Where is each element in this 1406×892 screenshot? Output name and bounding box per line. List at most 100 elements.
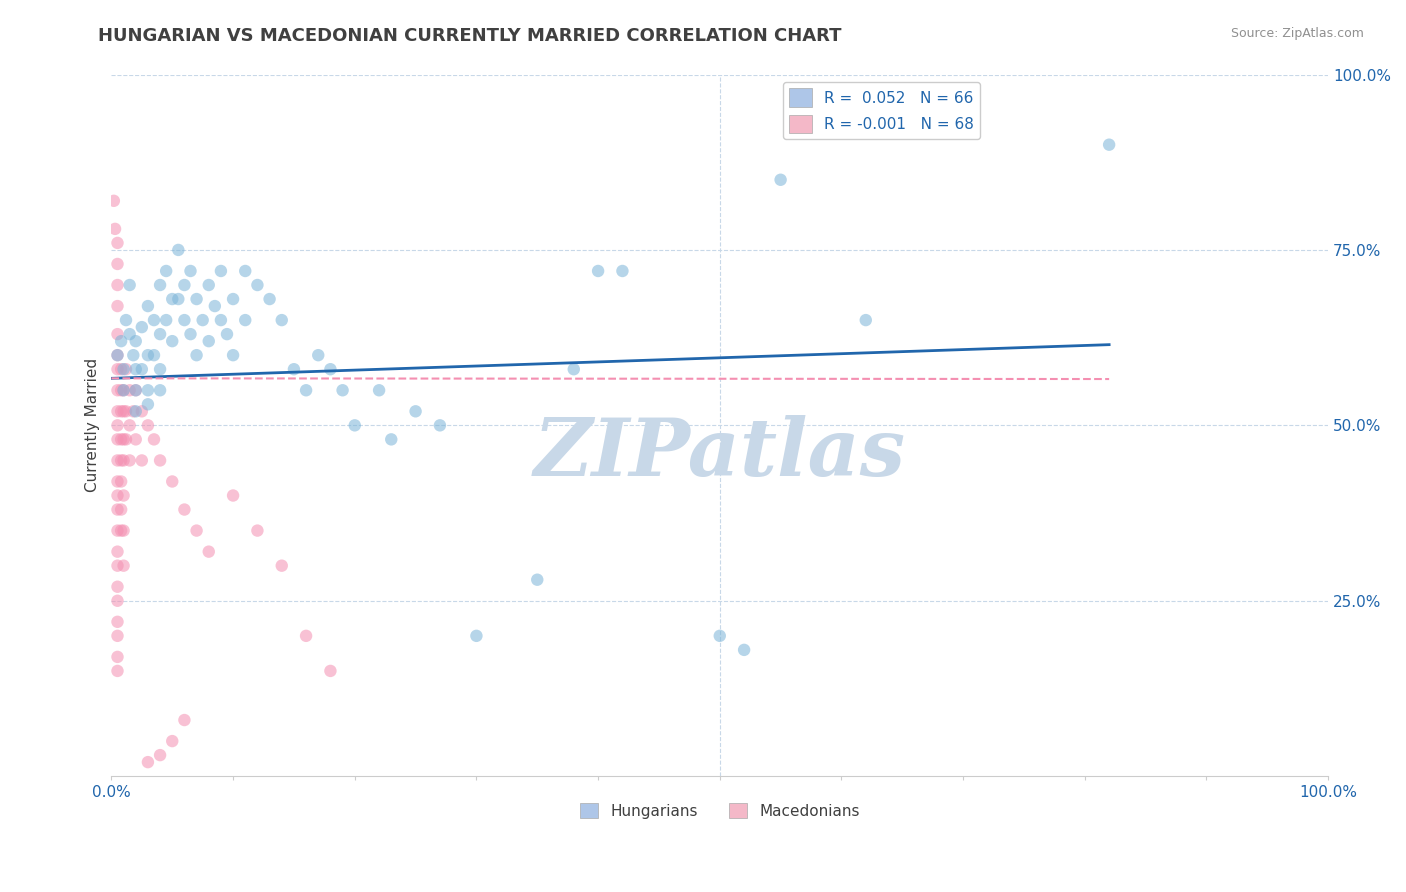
Point	[118, 453, 141, 467]
Point	[125, 334, 148, 348]
Point	[259, 292, 281, 306]
Point	[131, 362, 153, 376]
Point	[131, 404, 153, 418]
Point	[173, 313, 195, 327]
Point	[112, 558, 135, 573]
Point	[107, 257, 129, 271]
Point	[115, 313, 138, 327]
Point	[155, 313, 177, 327]
Point	[118, 278, 141, 293]
Point	[380, 433, 402, 447]
Point	[270, 313, 292, 327]
Point	[112, 384, 135, 398]
Point	[112, 384, 135, 398]
Point	[209, 313, 232, 327]
Point	[112, 433, 135, 447]
Point	[222, 489, 245, 503]
Point	[143, 433, 166, 447]
Point	[465, 629, 488, 643]
Point	[107, 580, 129, 594]
Point	[107, 593, 129, 607]
Point	[368, 384, 391, 398]
Point	[855, 313, 877, 327]
Point	[246, 524, 269, 538]
Point	[295, 629, 318, 643]
Point	[136, 397, 159, 411]
Point	[118, 327, 141, 342]
Point	[110, 404, 132, 418]
Point	[107, 489, 129, 503]
Point	[733, 643, 755, 657]
Point	[104, 222, 127, 236]
Text: ZIPatlas: ZIPatlas	[534, 415, 905, 492]
Point	[215, 327, 238, 342]
Point	[343, 418, 366, 433]
Point	[110, 524, 132, 538]
Point	[709, 629, 731, 643]
Point	[112, 524, 135, 538]
Point	[149, 327, 172, 342]
Point	[173, 278, 195, 293]
Point	[162, 475, 184, 489]
Point	[107, 362, 129, 376]
Point	[233, 313, 256, 327]
Point	[526, 573, 548, 587]
Point	[295, 384, 318, 398]
Point	[125, 384, 148, 398]
Point	[107, 615, 129, 629]
Point	[107, 384, 129, 398]
Point	[136, 299, 159, 313]
Point	[179, 327, 201, 342]
Point	[270, 558, 292, 573]
Point	[319, 362, 342, 376]
Point	[429, 418, 451, 433]
Point	[612, 264, 634, 278]
Point	[107, 524, 129, 538]
Point	[209, 264, 232, 278]
Point	[155, 264, 177, 278]
Point	[107, 404, 129, 418]
Point	[110, 502, 132, 516]
Point	[405, 404, 427, 418]
Point	[107, 629, 129, 643]
Point	[162, 334, 184, 348]
Point	[136, 755, 159, 769]
Point	[222, 292, 245, 306]
Point	[112, 453, 135, 467]
Point	[107, 418, 129, 433]
Point	[107, 649, 129, 664]
Point	[167, 243, 190, 257]
Point	[112, 489, 135, 503]
Point	[125, 384, 148, 398]
Point	[197, 544, 219, 558]
Point	[131, 320, 153, 334]
Point	[769, 173, 792, 187]
Point	[107, 502, 129, 516]
Point	[1098, 137, 1121, 152]
Point	[586, 264, 609, 278]
Point	[149, 748, 172, 763]
Point	[149, 362, 172, 376]
Point	[107, 433, 129, 447]
Point	[107, 348, 129, 362]
Text: Source: ZipAtlas.com: Source: ZipAtlas.com	[1230, 27, 1364, 40]
Point	[197, 334, 219, 348]
Point	[186, 292, 208, 306]
Point	[222, 348, 245, 362]
Point	[110, 475, 132, 489]
Point	[131, 453, 153, 467]
Point	[122, 404, 145, 418]
Point	[197, 278, 219, 293]
Point	[307, 348, 329, 362]
Y-axis label: Currently Married: Currently Married	[86, 359, 100, 492]
Point	[233, 264, 256, 278]
Point	[107, 558, 129, 573]
Point	[186, 524, 208, 538]
Point	[110, 384, 132, 398]
Point	[118, 384, 141, 398]
Point	[107, 278, 129, 293]
Point	[112, 362, 135, 376]
Point	[110, 453, 132, 467]
Point	[103, 194, 125, 208]
Point	[107, 299, 129, 313]
